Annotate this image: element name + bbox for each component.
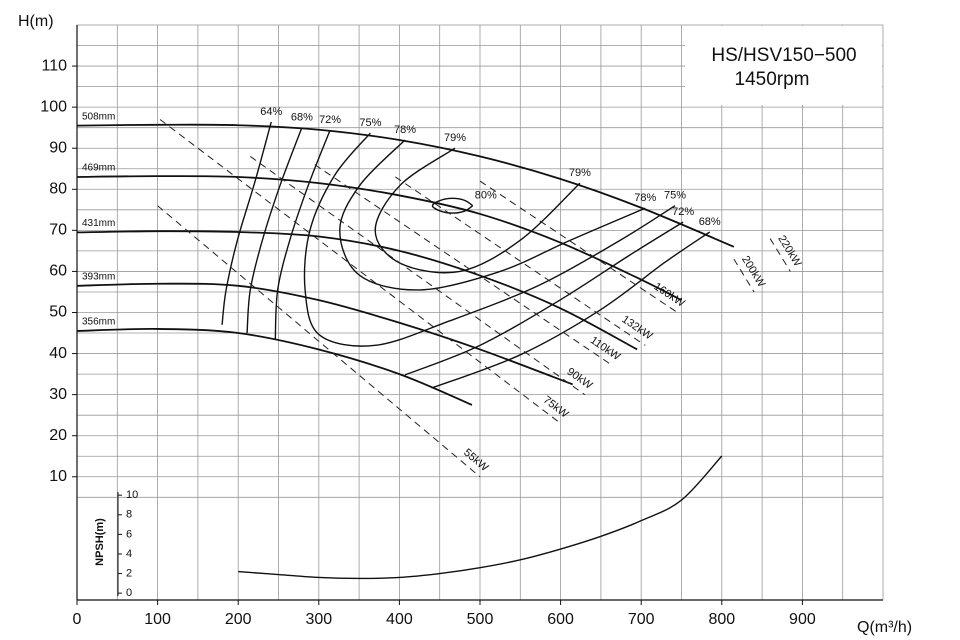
head-curve — [76, 123, 735, 248]
efficiency-label: 79% — [444, 132, 466, 144]
head-curve — [76, 282, 574, 386]
y-tick-label: 10 — [49, 468, 67, 485]
efficiency-curve — [431, 197, 474, 214]
efficiency-label: 72% — [672, 206, 694, 218]
head-curve — [76, 327, 473, 406]
x-tick-label: 100 — [144, 611, 171, 628]
y-tick-label: 50 — [49, 304, 67, 321]
chart-title: HS/HSV150−500 — [711, 45, 856, 66]
y-tick-label: 40 — [49, 345, 67, 362]
head-label: 356mm — [82, 317, 115, 328]
efficiency-label: 79% — [569, 167, 591, 179]
y-tick-label: 100 — [40, 98, 67, 115]
power-curve — [733, 258, 755, 293]
head-curve — [76, 175, 682, 301]
head-label: 393mm — [82, 271, 115, 282]
efficiency-label: 78% — [394, 124, 416, 136]
chart-subtitle: 1450rpm — [735, 69, 810, 90]
power-curve — [157, 205, 481, 478]
y-tick-label: 30 — [49, 386, 67, 403]
power-curve — [395, 176, 646, 346]
y-tick-label: 110 — [41, 57, 67, 74]
x-tick-label: 400 — [386, 611, 413, 628]
x-tick-label: 500 — [467, 611, 494, 628]
x-tick-label: 0 — [73, 611, 82, 628]
x-tick-label: 800 — [708, 611, 735, 628]
power-curve — [249, 156, 586, 396]
efficiency-curve — [274, 129, 331, 341]
efficiency-curve — [221, 121, 272, 325]
efficiency-label: 78% — [634, 192, 656, 204]
efficiency-label: 64% — [260, 106, 282, 118]
efficiency-label: 75% — [359, 117, 381, 129]
x-tick-label: 700 — [628, 611, 655, 628]
x-tick-label: 200 — [225, 611, 252, 628]
y-tick-label: 70 — [49, 222, 67, 239]
head-label: 469mm — [82, 163, 115, 174]
y-axis-label: H(m) — [18, 13, 54, 30]
x-tick-label: 900 — [789, 611, 816, 628]
x-axis-label: Q(m³/h) — [857, 619, 912, 636]
title-box — [685, 26, 882, 105]
efficiency-label: 72% — [319, 114, 341, 126]
y2-tick-label: 6 — [126, 528, 132, 540]
head-label: 431mm — [82, 218, 115, 229]
efficiency-curve — [339, 139, 646, 291]
y2-tick-label: 8 — [126, 509, 132, 521]
head-label: 508mm — [82, 111, 115, 122]
y2-tick-label: 2 — [126, 567, 132, 579]
efficiency-label: 75% — [664, 190, 686, 202]
y2-tick-label: 4 — [126, 548, 132, 560]
plot: 0 100 200 300 400 500 600 700 800 900102030405060… — [40, 57, 816, 628]
y-tick-label: 90 — [49, 139, 67, 156]
power-curve — [769, 238, 791, 272]
npsh-curve — [238, 455, 723, 580]
efficiency-label: 68% — [699, 216, 721, 228]
y2-tick-label: 0 — [126, 587, 132, 599]
head-curve — [76, 230, 638, 351]
efficiency-label: 80% — [475, 190, 497, 202]
x-tick-label: 600 — [547, 611, 574, 628]
x-tick-label: 300 — [305, 611, 332, 628]
power-curve — [479, 180, 678, 313]
power-curve — [314, 164, 614, 367]
efficiency-label: 68% — [291, 112, 313, 124]
efficiency-curve — [303, 132, 676, 347]
efficiency-curve — [404, 221, 684, 376]
y-tick-label: 60 — [49, 263, 67, 280]
y-tick-label: 80 — [49, 181, 67, 198]
efficiency-curve — [246, 127, 303, 334]
y2-axis-label: NPSH(m) — [94, 518, 106, 566]
y2-tick-label: 10 — [126, 489, 138, 501]
y-tick-label: 20 — [49, 427, 67, 444]
